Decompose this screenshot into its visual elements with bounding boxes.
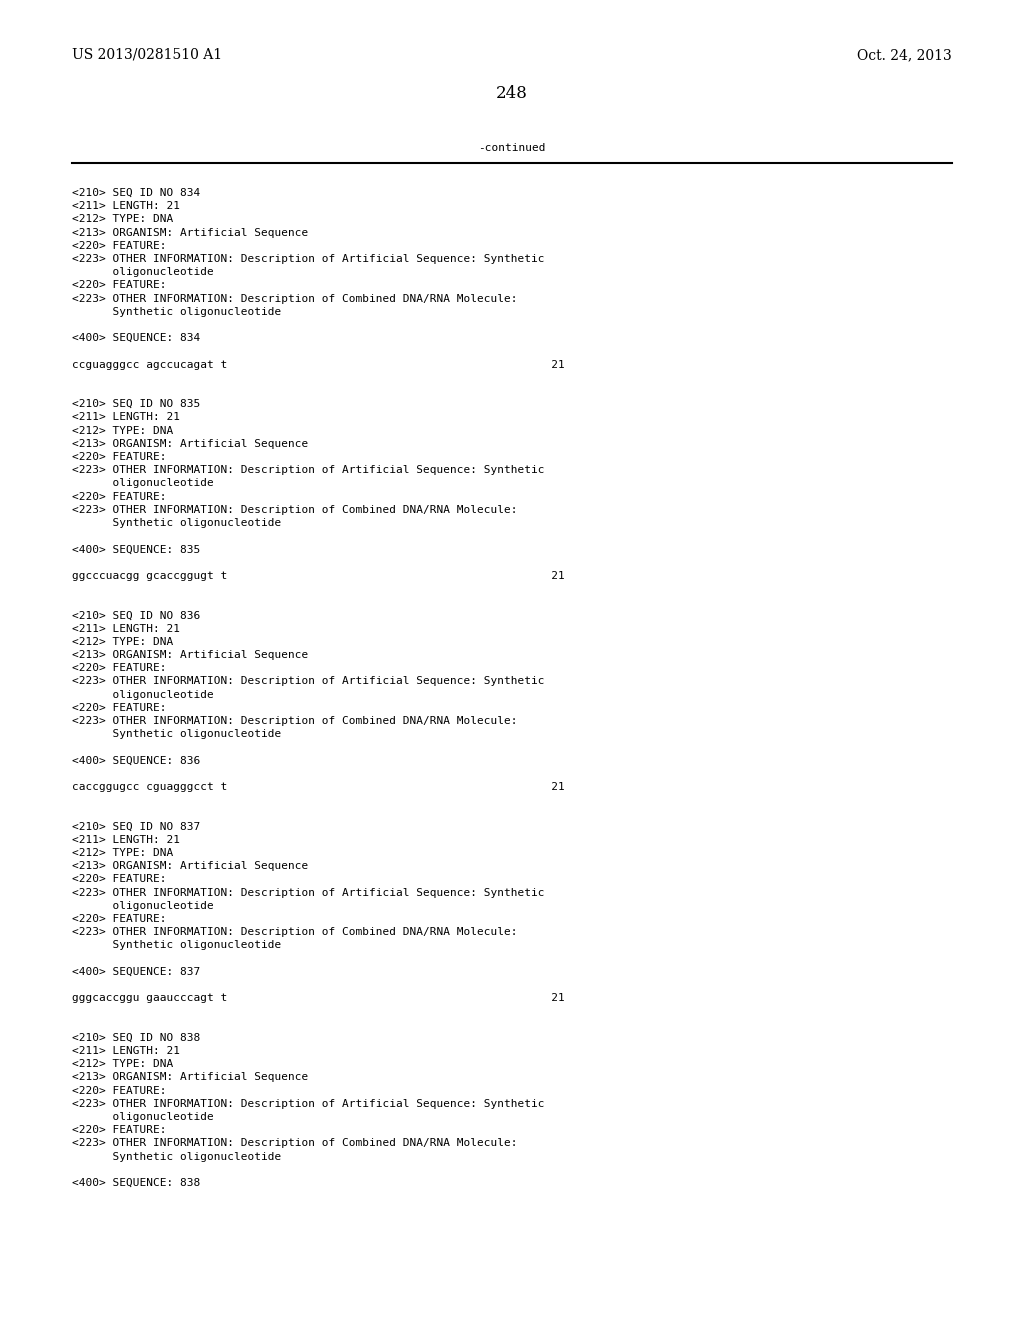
Text: <223> OTHER INFORMATION: Description of Artificial Sequence: Synthetic: <223> OTHER INFORMATION: Description of … bbox=[72, 253, 545, 264]
Text: <211> LENGTH: 21: <211> LENGTH: 21 bbox=[72, 201, 180, 211]
Text: <220> FEATURE:: <220> FEATURE: bbox=[72, 702, 167, 713]
Text: <400> SEQUENCE: 838: <400> SEQUENCE: 838 bbox=[72, 1177, 201, 1188]
Text: ccguagggcc agccucagat t                                                21: ccguagggcc agccucagat t 21 bbox=[72, 359, 565, 370]
Text: <211> LENGTH: 21: <211> LENGTH: 21 bbox=[72, 623, 180, 634]
Text: <220> FEATURE:: <220> FEATURE: bbox=[72, 240, 167, 251]
Text: <210> SEQ ID NO 838: <210> SEQ ID NO 838 bbox=[72, 1032, 201, 1043]
Text: <220> FEATURE:: <220> FEATURE: bbox=[72, 451, 167, 462]
Text: <213> ORGANISM: Artificial Sequence: <213> ORGANISM: Artificial Sequence bbox=[72, 438, 308, 449]
Text: oligonucleotide: oligonucleotide bbox=[72, 900, 214, 911]
Text: Synthetic oligonucleotide: Synthetic oligonucleotide bbox=[72, 517, 282, 528]
Text: Synthetic oligonucleotide: Synthetic oligonucleotide bbox=[72, 306, 282, 317]
Text: Oct. 24, 2013: Oct. 24, 2013 bbox=[857, 48, 952, 62]
Text: <220> FEATURE:: <220> FEATURE: bbox=[72, 874, 167, 884]
Text: US 2013/0281510 A1: US 2013/0281510 A1 bbox=[72, 48, 222, 62]
Text: <220> FEATURE:: <220> FEATURE: bbox=[72, 913, 167, 924]
Text: <220> FEATURE:: <220> FEATURE: bbox=[72, 1085, 167, 1096]
Text: <220> FEATURE:: <220> FEATURE: bbox=[72, 1125, 167, 1135]
Text: <213> ORGANISM: Artificial Sequence: <213> ORGANISM: Artificial Sequence bbox=[72, 227, 308, 238]
Text: <211> LENGTH: 21: <211> LENGTH: 21 bbox=[72, 834, 180, 845]
Text: <210> SEQ ID NO 834: <210> SEQ ID NO 834 bbox=[72, 187, 201, 198]
Text: <220> FEATURE:: <220> FEATURE: bbox=[72, 280, 167, 290]
Text: <210> SEQ ID NO 837: <210> SEQ ID NO 837 bbox=[72, 821, 201, 832]
Text: <223> OTHER INFORMATION: Description of Artificial Sequence: Synthetic: <223> OTHER INFORMATION: Description of … bbox=[72, 465, 545, 475]
Text: oligonucleotide: oligonucleotide bbox=[72, 1111, 214, 1122]
Text: <210> SEQ ID NO 835: <210> SEQ ID NO 835 bbox=[72, 399, 201, 409]
Text: <211> LENGTH: 21: <211> LENGTH: 21 bbox=[72, 1045, 180, 1056]
Text: <223> OTHER INFORMATION: Description of Combined DNA/RNA Molecule:: <223> OTHER INFORMATION: Description of … bbox=[72, 293, 517, 304]
Text: caccggugcc cguagggcct t                                                21: caccggugcc cguagggcct t 21 bbox=[72, 781, 565, 792]
Text: <211> LENGTH: 21: <211> LENGTH: 21 bbox=[72, 412, 180, 422]
Text: ggcccuacgg gcaccggugt t                                                21: ggcccuacgg gcaccggugt t 21 bbox=[72, 570, 565, 581]
Text: oligonucleotide: oligonucleotide bbox=[72, 267, 214, 277]
Text: Synthetic oligonucleotide: Synthetic oligonucleotide bbox=[72, 729, 282, 739]
Text: <223> OTHER INFORMATION: Description of Artificial Sequence: Synthetic: <223> OTHER INFORMATION: Description of … bbox=[72, 1098, 545, 1109]
Text: <223> OTHER INFORMATION: Description of Combined DNA/RNA Molecule:: <223> OTHER INFORMATION: Description of … bbox=[72, 927, 517, 937]
Text: 248: 248 bbox=[496, 84, 528, 102]
Text: -continued: -continued bbox=[478, 143, 546, 153]
Text: <400> SEQUENCE: 837: <400> SEQUENCE: 837 bbox=[72, 966, 201, 977]
Text: <220> FEATURE:: <220> FEATURE: bbox=[72, 663, 167, 673]
Text: <400> SEQUENCE: 836: <400> SEQUENCE: 836 bbox=[72, 755, 201, 766]
Text: gggcaccggu gaaucccagt t                                                21: gggcaccggu gaaucccagt t 21 bbox=[72, 993, 565, 1003]
Text: <212> TYPE: DNA: <212> TYPE: DNA bbox=[72, 1059, 173, 1069]
Text: oligonucleotide: oligonucleotide bbox=[72, 478, 214, 488]
Text: <223> OTHER INFORMATION: Description of Artificial Sequence: Synthetic: <223> OTHER INFORMATION: Description of … bbox=[72, 676, 545, 686]
Text: Synthetic oligonucleotide: Synthetic oligonucleotide bbox=[72, 1151, 282, 1162]
Text: <213> ORGANISM: Artificial Sequence: <213> ORGANISM: Artificial Sequence bbox=[72, 649, 308, 660]
Text: <400> SEQUENCE: 835: <400> SEQUENCE: 835 bbox=[72, 544, 201, 554]
Text: <212> TYPE: DNA: <212> TYPE: DNA bbox=[72, 636, 173, 647]
Text: <223> OTHER INFORMATION: Description of Artificial Sequence: Synthetic: <223> OTHER INFORMATION: Description of … bbox=[72, 887, 545, 898]
Text: <210> SEQ ID NO 836: <210> SEQ ID NO 836 bbox=[72, 610, 201, 620]
Text: <213> ORGANISM: Artificial Sequence: <213> ORGANISM: Artificial Sequence bbox=[72, 861, 308, 871]
Text: <212> TYPE: DNA: <212> TYPE: DNA bbox=[72, 847, 173, 858]
Text: Synthetic oligonucleotide: Synthetic oligonucleotide bbox=[72, 940, 282, 950]
Text: <212> TYPE: DNA: <212> TYPE: DNA bbox=[72, 425, 173, 436]
Text: <223> OTHER INFORMATION: Description of Combined DNA/RNA Molecule:: <223> OTHER INFORMATION: Description of … bbox=[72, 1138, 517, 1148]
Text: <212> TYPE: DNA: <212> TYPE: DNA bbox=[72, 214, 173, 224]
Text: <223> OTHER INFORMATION: Description of Combined DNA/RNA Molecule:: <223> OTHER INFORMATION: Description of … bbox=[72, 504, 517, 515]
Text: oligonucleotide: oligonucleotide bbox=[72, 689, 214, 700]
Text: <220> FEATURE:: <220> FEATURE: bbox=[72, 491, 167, 502]
Text: <213> ORGANISM: Artificial Sequence: <213> ORGANISM: Artificial Sequence bbox=[72, 1072, 308, 1082]
Text: <400> SEQUENCE: 834: <400> SEQUENCE: 834 bbox=[72, 333, 201, 343]
Text: <223> OTHER INFORMATION: Description of Combined DNA/RNA Molecule:: <223> OTHER INFORMATION: Description of … bbox=[72, 715, 517, 726]
